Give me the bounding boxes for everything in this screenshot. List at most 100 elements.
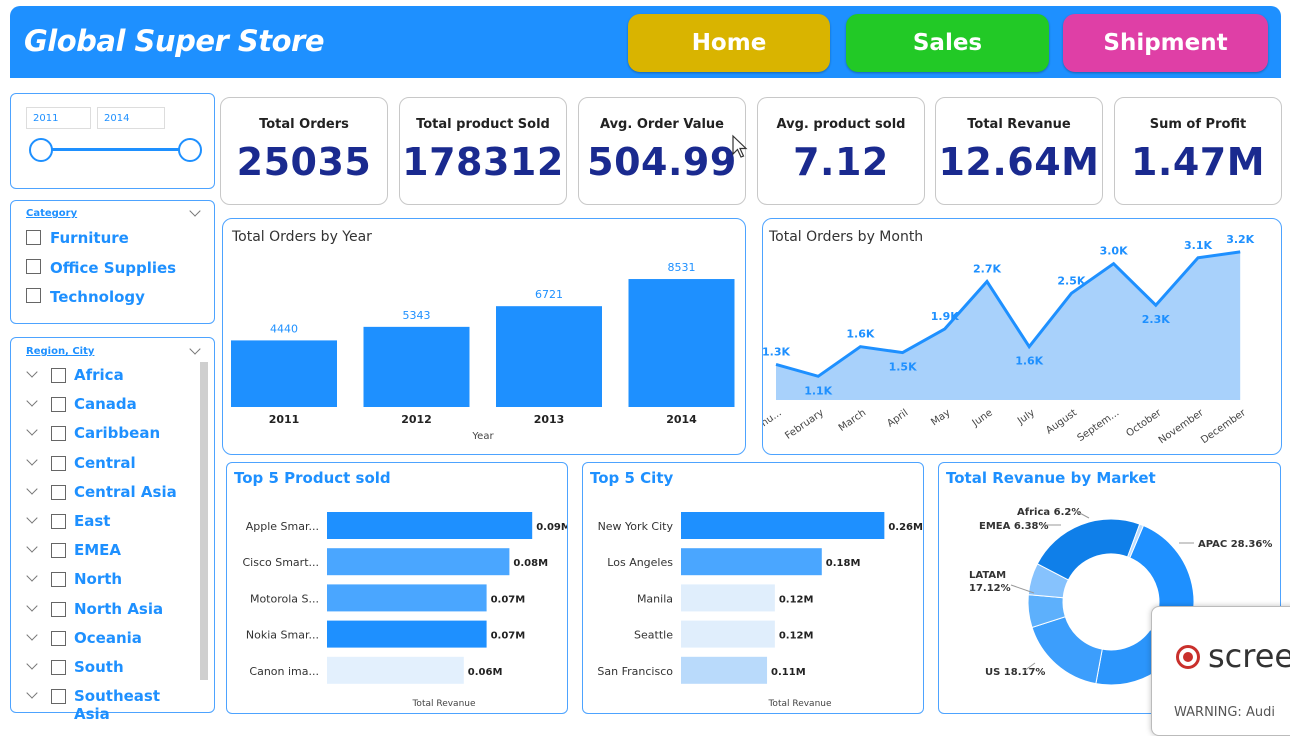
scrollbar[interactable]: [200, 362, 208, 680]
year-range-track: [41, 148, 191, 151]
series-line[interactable]: [775, 250, 1241, 378]
top-cities-chart: New York City 0.26M Los Angeles 0.18M Manila…: [597, 512, 923, 709]
checkbox[interactable]: [51, 484, 66, 500]
data-label: 2.7K: [973, 262, 1001, 275]
data-label: Africa 6.2%: [1017, 507, 1081, 518]
kpi-label: Total product Sold: [416, 117, 550, 132]
home-nav-button[interactable]: Home: [628, 14, 830, 72]
top-cities-visual[interactable]: Top 5 City New York City 0.26M Los Angeles…: [582, 462, 924, 714]
checkbox[interactable]: [51, 426, 66, 442]
data-label: 0.06M: [468, 667, 503, 678]
chevron-down-icon[interactable]: [26, 483, 38, 495]
data-label: 0.07M: [491, 594, 526, 605]
chevron-down-icon[interactable]: [26, 541, 38, 553]
chevron-down-icon[interactable]: [26, 629, 38, 641]
leader-line: [1023, 662, 1036, 672]
bar[interactable]: [496, 306, 602, 407]
bar[interactable]: [628, 279, 735, 407]
checkbox[interactable]: [26, 288, 41, 303]
chevron-down-icon[interactable]: [26, 453, 38, 466]
region-item[interactable]: Central: [11, 454, 196, 478]
chevron-down-icon[interactable]: [26, 658, 38, 670]
chevron-down-icon[interactable]: [26, 366, 38, 378]
bar[interactable]: [327, 584, 487, 612]
bar[interactable]: [327, 548, 510, 576]
bar[interactable]: [327, 656, 464, 684]
checkbox[interactable]: [26, 259, 41, 274]
chevron-down-icon[interactable]: [189, 343, 201, 355]
checkbox[interactable]: [51, 397, 66, 413]
slice[interactable]: [1126, 523, 1145, 559]
slice[interactable]: [1036, 518, 1141, 581]
region-item[interactable]: South: [11, 658, 196, 682]
region-item[interactable]: Oceania: [11, 629, 196, 653]
checkbox[interactable]: [51, 630, 66, 646]
checkbox[interactable]: [51, 543, 66, 559]
orders-by-year-visual[interactable]: Total Orders by Year 4440 2011 5343 2012 672…: [222, 218, 746, 455]
tick-label: Janu...: [763, 407, 784, 435]
orders-by-year-chart: 4440 2011 5343 2012 6721 2013 8531 2014 Year: [231, 261, 735, 442]
year-start-handle[interactable]: [29, 138, 53, 162]
checkbox[interactable]: [51, 514, 66, 529]
shipment-nav-button[interactable]: Shipment: [1063, 14, 1268, 72]
region-item[interactable]: Canada: [11, 395, 196, 419]
tick-label: Manila: [637, 592, 673, 605]
bar[interactable]: [363, 326, 470, 407]
region-item[interactable]: East: [11, 512, 196, 536]
chevron-down-icon[interactable]: [26, 599, 38, 612]
bar[interactable]: [681, 656, 768, 684]
region-item[interactable]: North: [11, 570, 196, 594]
bar[interactable]: [681, 512, 885, 539]
region-item[interactable]: Africa: [11, 366, 196, 390]
checkbox[interactable]: [51, 601, 66, 617]
orders-by-month-visual[interactable]: Total Orders by Month 1.3K Janu... 1.1K Feb…: [762, 218, 1282, 455]
kpi-value: 25035: [236, 140, 372, 184]
bar[interactable]: [231, 340, 337, 407]
data-label: 1.5K: [889, 361, 917, 374]
chevron-down-icon[interactable]: [26, 424, 38, 437]
kpi-value: 12.64M: [938, 140, 1100, 184]
data-label: 1.3K: [763, 345, 790, 358]
checkbox[interactable]: [51, 689, 66, 705]
bar[interactable]: [681, 620, 775, 648]
region-label: North: [74, 570, 123, 589]
year-start-input[interactable]: 2011: [26, 107, 91, 129]
screen-recorder-overlay[interactable]: scree WARNING: Audi: [1151, 606, 1290, 736]
bar[interactable]: [681, 548, 822, 576]
chevron-down-icon[interactable]: [26, 395, 38, 407]
region-item[interactable]: Southeast Asia: [11, 687, 196, 723]
checkbox[interactable]: [51, 660, 66, 675]
year-end-handle[interactable]: [178, 138, 202, 162]
region-label: EMEA: [74, 541, 122, 560]
tick-label: August: [1044, 407, 1079, 436]
bar[interactable]: [327, 512, 533, 539]
kpi-card-total-revanue: Total Revanue 12.64M: [935, 97, 1103, 205]
tick-label: 2014: [666, 413, 697, 426]
chevron-down-icon[interactable]: [26, 687, 38, 699]
tick-label: November: [1157, 407, 1207, 446]
cursor-icon: [732, 134, 748, 158]
checkbox[interactable]: [26, 230, 41, 245]
checkbox[interactable]: [51, 368, 66, 383]
kpi-value: 1.47M: [1130, 140, 1266, 184]
tick-label: Motorola S...: [250, 592, 319, 605]
sales-nav-button[interactable]: Sales: [846, 14, 1049, 72]
recorder-brand: scree: [1208, 637, 1290, 675]
checkbox[interactable]: [51, 572, 66, 588]
region-item[interactable]: North Asia: [11, 600, 196, 624]
chevron-down-icon[interactable]: [26, 512, 38, 524]
bar[interactable]: [327, 620, 487, 648]
checkbox[interactable]: [51, 455, 66, 471]
region-item[interactable]: Central Asia: [11, 483, 196, 507]
year-end-input[interactable]: 2014: [97, 107, 165, 129]
data-label: 1.9K: [931, 310, 959, 323]
data-label: US 18.17%: [985, 667, 1045, 678]
region-item[interactable]: EMEA: [11, 541, 196, 565]
chevron-down-icon[interactable]: [26, 570, 38, 583]
bar[interactable]: [681, 584, 775, 612]
category-slicer-title: Category: [26, 208, 78, 219]
top-products-visual[interactable]: Top 5 Product sold Apple Smar... 0.09M Cis…: [226, 462, 568, 714]
tick-label: New York City: [598, 520, 674, 533]
region-item[interactable]: Caribbean: [11, 424, 196, 448]
chevron-down-icon[interactable]: [189, 205, 201, 217]
